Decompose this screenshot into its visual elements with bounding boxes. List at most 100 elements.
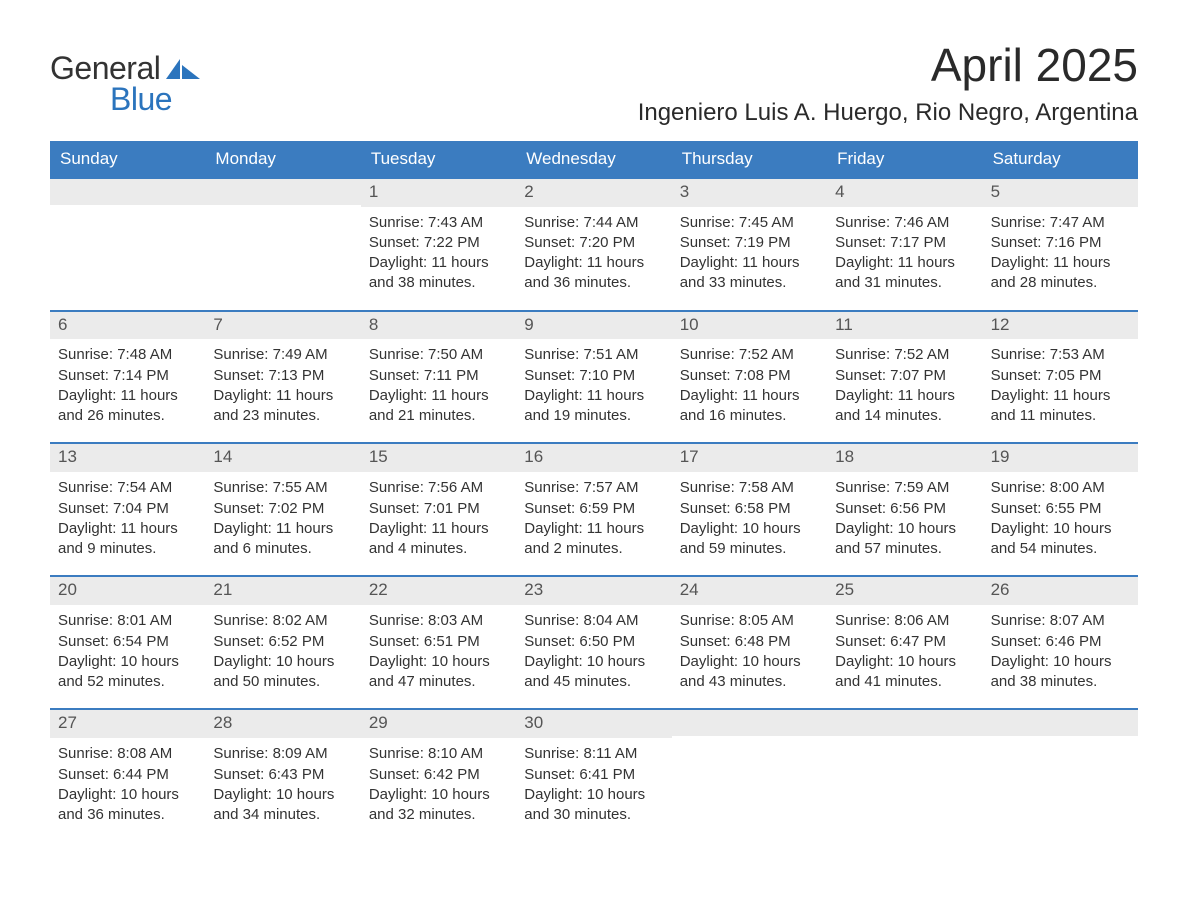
week-row: 20Sunrise: 8:01 AMSunset: 6:54 PMDayligh… <box>50 575 1138 708</box>
day-dl2: and 32 minutes. <box>369 805 508 825</box>
day-dl1: Daylight: 10 hours <box>58 652 197 672</box>
day-body: Sunrise: 7:47 AMSunset: 7:16 PMDaylight:… <box>983 207 1138 310</box>
day-dl1: Daylight: 10 hours <box>524 785 663 805</box>
day-dl1: Daylight: 11 hours <box>58 519 197 539</box>
header-row: General Blue April 2025 Ingeniero Luis A… <box>50 40 1138 127</box>
day-number: 17 <box>672 444 827 472</box>
day-sunset: Sunset: 6:48 PM <box>680 632 819 652</box>
day-dl1: Daylight: 11 hours <box>835 386 974 406</box>
day-sunset: Sunset: 6:44 PM <box>58 765 197 785</box>
day-body: Sunrise: 7:51 AMSunset: 7:10 PMDaylight:… <box>516 339 671 442</box>
day-sunrise: Sunrise: 7:45 AM <box>680 213 819 233</box>
day-dl1: Daylight: 11 hours <box>524 519 663 539</box>
day-sunset: Sunset: 6:46 PM <box>991 632 1130 652</box>
day-dl1: Daylight: 11 hours <box>369 253 508 273</box>
day-body: Sunrise: 7:56 AMSunset: 7:01 PMDaylight:… <box>361 472 516 575</box>
day-sunset: Sunset: 7:04 PM <box>58 499 197 519</box>
day-cell <box>983 710 1138 841</box>
day-cell: 25Sunrise: 8:06 AMSunset: 6:47 PMDayligh… <box>827 577 982 708</box>
day-body: Sunrise: 7:45 AMSunset: 7:19 PMDaylight:… <box>672 207 827 310</box>
day-body <box>983 736 1138 758</box>
day-number: 23 <box>516 577 671 605</box>
day-dl1: Daylight: 10 hours <box>835 652 974 672</box>
day-dl2: and 38 minutes. <box>991 672 1130 692</box>
day-sunrise: Sunrise: 8:11 AM <box>524 744 663 764</box>
day-dl2: and 50 minutes. <box>213 672 352 692</box>
day-cell <box>205 179 360 310</box>
day-number: 14 <box>205 444 360 472</box>
day-dl1: Daylight: 11 hours <box>213 386 352 406</box>
sail-icon <box>166 57 200 79</box>
day-dl1: Daylight: 10 hours <box>835 519 974 539</box>
day-dl1: Daylight: 11 hours <box>991 386 1130 406</box>
day-sunrise: Sunrise: 7:50 AM <box>369 345 508 365</box>
day-cell: 20Sunrise: 8:01 AMSunset: 6:54 PMDayligh… <box>50 577 205 708</box>
week-row: 27Sunrise: 8:08 AMSunset: 6:44 PMDayligh… <box>50 708 1138 841</box>
day-body: Sunrise: 8:00 AMSunset: 6:55 PMDaylight:… <box>983 472 1138 575</box>
day-body: Sunrise: 8:01 AMSunset: 6:54 PMDaylight:… <box>50 605 205 708</box>
day-sunset: Sunset: 6:59 PM <box>524 499 663 519</box>
day-sunset: Sunset: 6:43 PM <box>213 765 352 785</box>
day-dl2: and 38 minutes. <box>369 273 508 293</box>
day-dl2: and 19 minutes. <box>524 406 663 426</box>
day-sunset: Sunset: 7:20 PM <box>524 233 663 253</box>
day-dl2: and 57 minutes. <box>835 539 974 559</box>
day-cell: 28Sunrise: 8:09 AMSunset: 6:43 PMDayligh… <box>205 710 360 841</box>
day-number: 6 <box>50 312 205 340</box>
day-cell: 30Sunrise: 8:11 AMSunset: 6:41 PMDayligh… <box>516 710 671 841</box>
day-header: Thursday <box>672 141 827 177</box>
day-dl2: and 21 minutes. <box>369 406 508 426</box>
day-sunset: Sunset: 7:07 PM <box>835 366 974 386</box>
day-sunrise: Sunrise: 7:47 AM <box>991 213 1130 233</box>
day-cell: 7Sunrise: 7:49 AMSunset: 7:13 PMDaylight… <box>205 312 360 443</box>
day-dl2: and 33 minutes. <box>680 273 819 293</box>
day-dl1: Daylight: 11 hours <box>369 386 508 406</box>
day-number: 10 <box>672 312 827 340</box>
day-number: 11 <box>827 312 982 340</box>
day-sunrise: Sunrise: 8:08 AM <box>58 744 197 764</box>
title-block: April 2025 Ingeniero Luis A. Huergo, Rio… <box>638 40 1138 127</box>
day-number: 28 <box>205 710 360 738</box>
day-sunrise: Sunrise: 7:54 AM <box>58 478 197 498</box>
day-dl1: Daylight: 11 hours <box>991 253 1130 273</box>
day-body: Sunrise: 8:05 AMSunset: 6:48 PMDaylight:… <box>672 605 827 708</box>
location-subtitle: Ingeniero Luis A. Huergo, Rio Negro, Arg… <box>638 99 1138 127</box>
day-dl1: Daylight: 11 hours <box>680 386 819 406</box>
day-cell: 15Sunrise: 7:56 AMSunset: 7:01 PMDayligh… <box>361 444 516 575</box>
day-cell: 3Sunrise: 7:45 AMSunset: 7:19 PMDaylight… <box>672 179 827 310</box>
day-body: Sunrise: 7:54 AMSunset: 7:04 PMDaylight:… <box>50 472 205 575</box>
day-sunrise: Sunrise: 7:49 AM <box>213 345 352 365</box>
day-sunrise: Sunrise: 7:52 AM <box>835 345 974 365</box>
day-header: Monday <box>205 141 360 177</box>
day-number <box>983 710 1138 736</box>
day-sunrise: Sunrise: 7:55 AM <box>213 478 352 498</box>
day-sunset: Sunset: 7:05 PM <box>991 366 1130 386</box>
day-sunrise: Sunrise: 7:43 AM <box>369 213 508 233</box>
day-body: Sunrise: 7:44 AMSunset: 7:20 PMDaylight:… <box>516 207 671 310</box>
day-body: Sunrise: 8:04 AMSunset: 6:50 PMDaylight:… <box>516 605 671 708</box>
day-cell: 29Sunrise: 8:10 AMSunset: 6:42 PMDayligh… <box>361 710 516 841</box>
day-sunset: Sunset: 7:02 PM <box>213 499 352 519</box>
day-cell: 12Sunrise: 7:53 AMSunset: 7:05 PMDayligh… <box>983 312 1138 443</box>
day-header: Tuesday <box>361 141 516 177</box>
day-dl1: Daylight: 10 hours <box>369 785 508 805</box>
day-dl2: and 28 minutes. <box>991 273 1130 293</box>
day-number: 1 <box>361 179 516 207</box>
day-sunrise: Sunrise: 7:48 AM <box>58 345 197 365</box>
day-number: 2 <box>516 179 671 207</box>
day-dl1: Daylight: 11 hours <box>524 253 663 273</box>
day-sunset: Sunset: 7:01 PM <box>369 499 508 519</box>
day-dl2: and 34 minutes. <box>213 805 352 825</box>
day-cell: 10Sunrise: 7:52 AMSunset: 7:08 PMDayligh… <box>672 312 827 443</box>
day-dl1: Daylight: 10 hours <box>524 652 663 672</box>
day-number: 20 <box>50 577 205 605</box>
day-dl2: and 59 minutes. <box>680 539 819 559</box>
day-body: Sunrise: 7:46 AMSunset: 7:17 PMDaylight:… <box>827 207 982 310</box>
day-number: 16 <box>516 444 671 472</box>
day-sunrise: Sunrise: 7:56 AM <box>369 478 508 498</box>
day-cell <box>672 710 827 841</box>
day-cell: 8Sunrise: 7:50 AMSunset: 7:11 PMDaylight… <box>361 312 516 443</box>
day-body: Sunrise: 7:43 AMSunset: 7:22 PMDaylight:… <box>361 207 516 310</box>
day-sunrise: Sunrise: 8:06 AM <box>835 611 974 631</box>
week-row: 6Sunrise: 7:48 AMSunset: 7:14 PMDaylight… <box>50 310 1138 443</box>
